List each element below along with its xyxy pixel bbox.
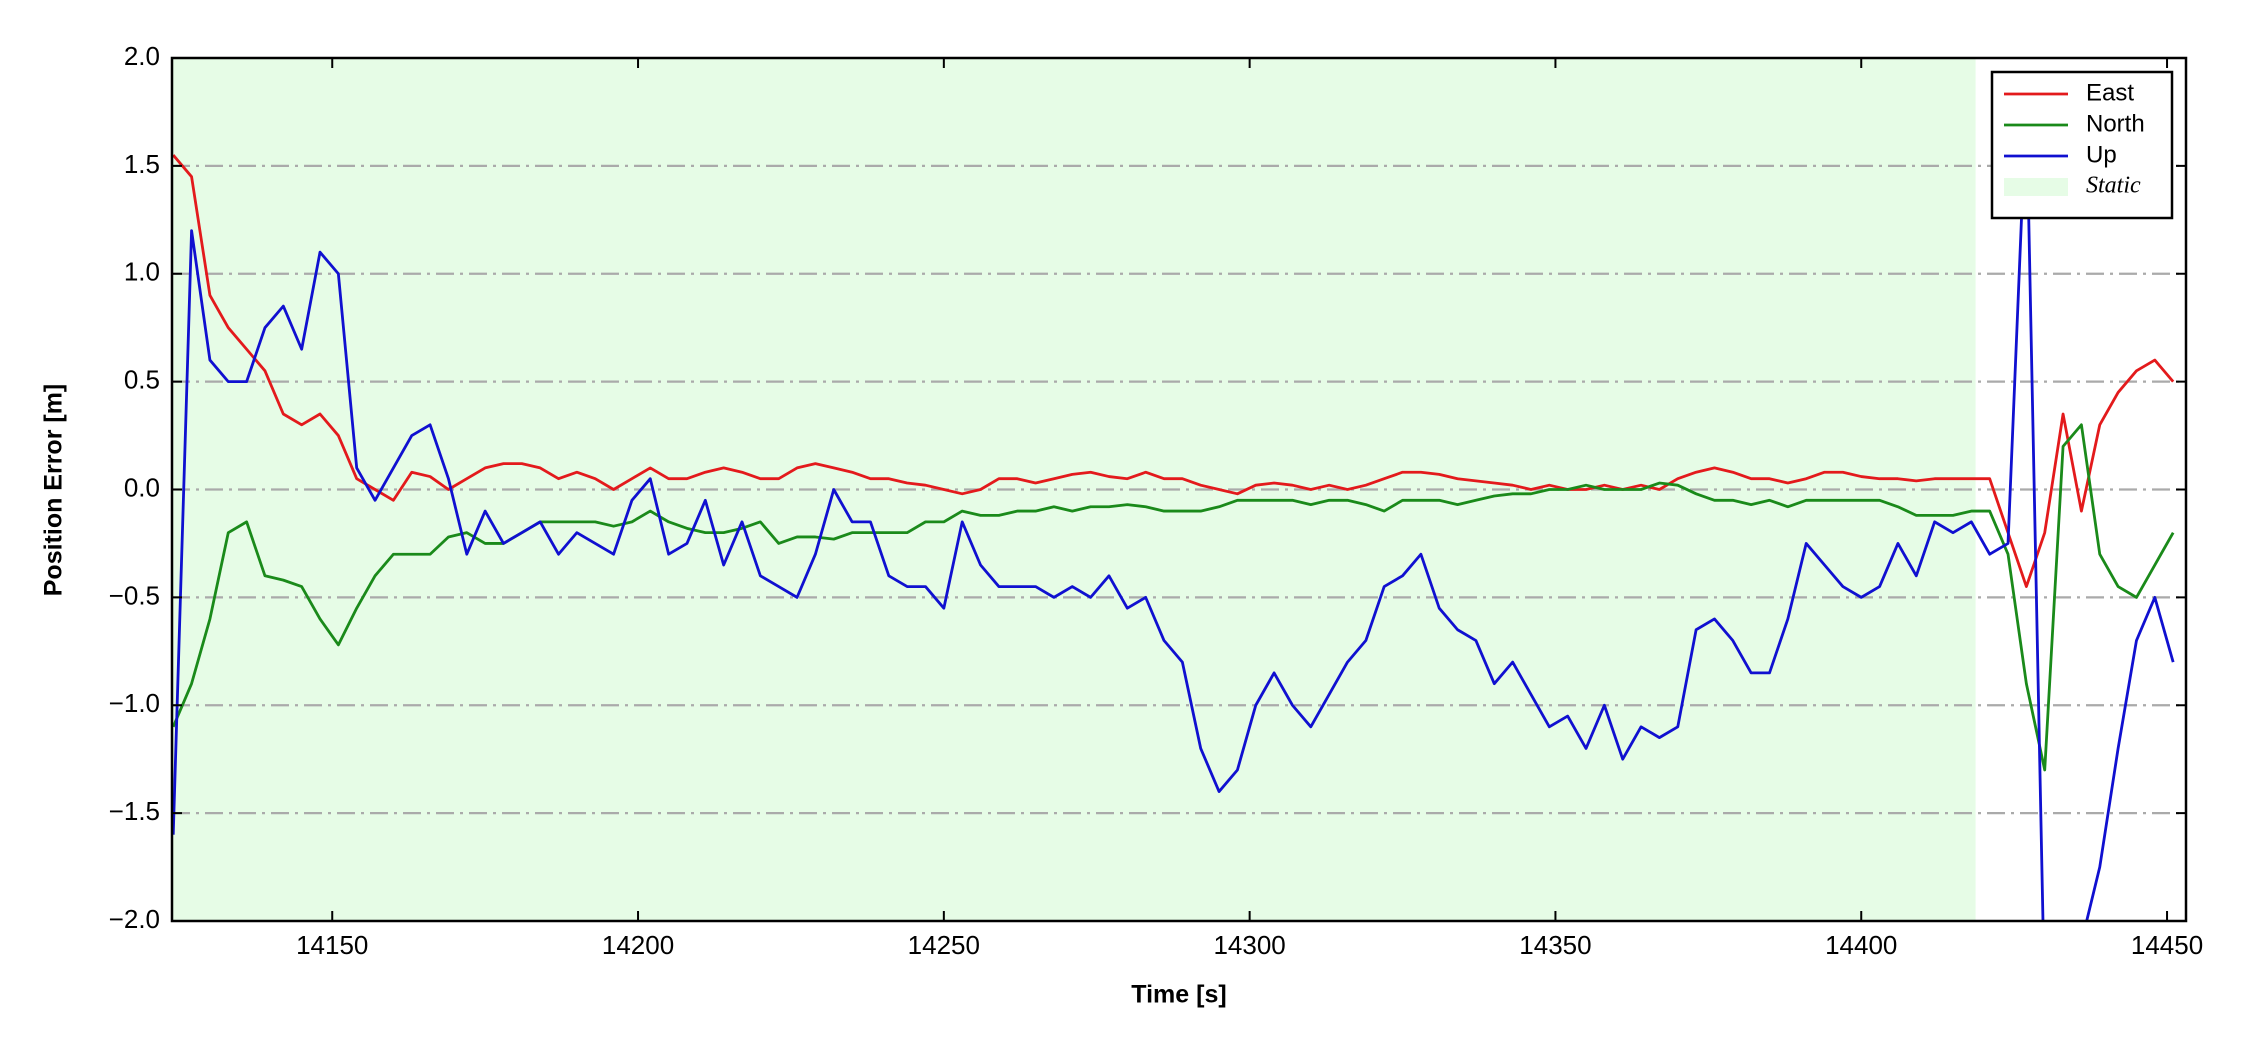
y-tick-label: −1.5: [109, 796, 160, 826]
x-tick-label: 14150: [296, 930, 368, 960]
x-tick-label: 14400: [1825, 930, 1897, 960]
y-tick-label: 0.5: [124, 365, 160, 395]
y-axis-label: Position Error [m]: [40, 384, 68, 597]
x-tick-label: 14300: [1213, 930, 1285, 960]
plot-area: [172, 58, 2186, 921]
x-tick-label: 14200: [602, 930, 674, 960]
legend-label: Up: [2086, 141, 2117, 168]
legend-swatch: [2004, 178, 2068, 196]
y-tick-label: 1.5: [124, 149, 160, 179]
x-tick-label: 14250: [908, 930, 980, 960]
y-tick-label: 1.0: [124, 257, 160, 287]
legend-label: East: [2086, 79, 2134, 106]
x-tick-label: 14350: [1519, 930, 1591, 960]
y-tick-label: 2.0: [124, 41, 160, 71]
series-line: [172, 154, 2175, 588]
y-tick-label: 0.0: [124, 472, 160, 502]
y-tick-label: −0.5: [109, 580, 160, 610]
y-tick-label: −1.0: [109, 688, 160, 718]
series-layer: [172, 99, 2175, 921]
legend-label: North: [2086, 110, 2145, 137]
y-tick-label: −2.0: [109, 904, 160, 934]
x-axis-label: Time [s]: [1131, 981, 1226, 1009]
series-line: [172, 99, 2175, 921]
legend: East North Up Static: [1990, 70, 2174, 220]
legend-label: Static: [2086, 173, 2141, 199]
x-tick-label: 14450: [2131, 930, 2203, 960]
